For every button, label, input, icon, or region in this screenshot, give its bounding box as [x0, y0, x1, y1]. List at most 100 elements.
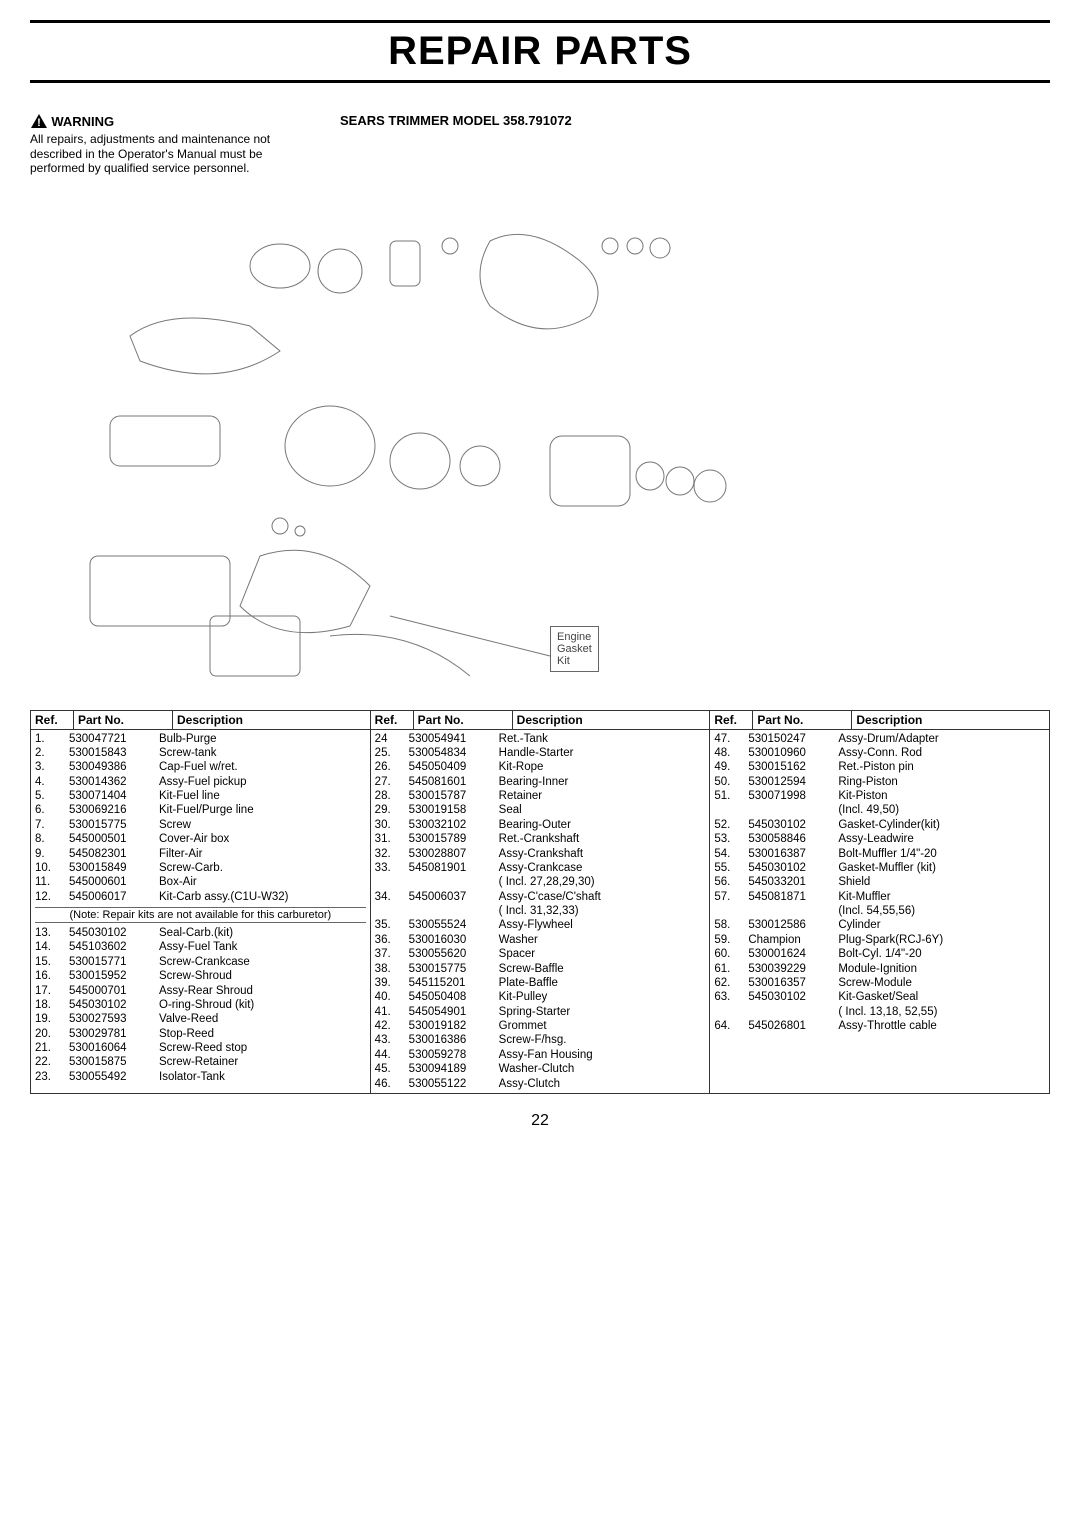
desc-cell: Assy-Fuel pickup — [159, 775, 370, 789]
partno-cell: 530015849 — [69, 861, 159, 875]
desc-cell: Screw-Crankcase — [159, 955, 370, 969]
desc-cell: Valve-Reed — [159, 1012, 370, 1026]
desc-cell: ( Incl. 27,28,29,30) — [499, 875, 710, 889]
desc-cell: Assy-Flywheel — [499, 918, 710, 932]
desc-cell: (Incl. 49,50) — [838, 803, 1049, 817]
partno-cell: 530055620 — [409, 947, 499, 961]
desc-cell: Bolt-Muffler 1/4"-20 — [838, 847, 1049, 861]
desc-cell: Gasket-Cylinder(kit) — [838, 818, 1049, 832]
desc-cell: Seal-Carb.(kit) — [159, 926, 370, 940]
desc-cell: Cap-Fuel w/ret. — [159, 760, 370, 774]
desc-cell: Assy-Drum/Adapter — [838, 732, 1049, 746]
ref-cell — [710, 803, 748, 817]
warning-text: All repairs, adjustments and maintenance… — [30, 132, 300, 175]
desc-cell: Stop-Reed — [159, 1027, 370, 1041]
partno-cell: 530016386 — [409, 1033, 499, 1047]
table-row: 2.530015843Screw-tank — [31, 746, 370, 760]
desc-cell: Spring-Starter — [499, 1005, 710, 1019]
ref-cell: 20. — [31, 1027, 69, 1041]
desc-cell: Ring-Piston — [838, 775, 1049, 789]
warning-heading: WARNING — [51, 114, 114, 129]
table-row: 64.545026801Assy-Throttle cable — [710, 1019, 1049, 1033]
table-row: 48.530010960Assy-Conn. Rod — [710, 746, 1049, 760]
ref-cell — [710, 1005, 748, 1019]
ref-cell: 36. — [371, 933, 409, 947]
desc-cell: Shield — [838, 875, 1049, 889]
table-row: 54.530016387Bolt-Muffler 1/4"-20 — [710, 847, 1049, 861]
partno-cell: 530028807 — [409, 847, 499, 861]
table-row: 32.530028807Assy-Crankshaft — [371, 847, 710, 861]
partno-cell: 530058846 — [748, 832, 838, 846]
ref-cell: 23. — [31, 1070, 69, 1084]
table-row: 11.545000601Box-Air — [31, 875, 370, 889]
desc-cell: Screw-F/hsg. — [499, 1033, 710, 1047]
partno-cell: 530069216 — [69, 803, 159, 817]
partno-cell: 545000501 — [69, 832, 159, 846]
partno-cell: 530015787 — [409, 789, 499, 803]
partno-cell: 530055122 — [409, 1077, 499, 1091]
ref-cell: 52. — [710, 818, 748, 832]
desc-cell: Ret.-Crankshaft — [499, 832, 710, 846]
ref-cell: 40. — [371, 990, 409, 1004]
ref-cell: 41. — [371, 1005, 409, 1019]
partno-cell: 545030102 — [69, 926, 159, 940]
col-header-part: Part No. — [414, 711, 513, 729]
diagram-sketch — [30, 186, 1050, 706]
partno-cell: 545030102 — [748, 861, 838, 875]
table-row: 47.530150247Assy-Drum/Adapter — [710, 732, 1049, 746]
ref-cell: 39. — [371, 976, 409, 990]
ref-cell: 11. — [31, 875, 69, 889]
ref-cell: 14. — [31, 940, 69, 954]
ref-cell: 37. — [371, 947, 409, 961]
ref-cell: 22. — [31, 1055, 69, 1069]
ref-cell: 35. — [371, 918, 409, 932]
desc-cell: Screw — [159, 818, 370, 832]
ref-cell: 13. — [31, 926, 69, 940]
partno-cell — [748, 803, 838, 817]
desc-cell: Kit-Gasket/Seal — [838, 990, 1049, 1004]
table-row: 33.545081901Assy-Crankcase — [371, 861, 710, 875]
desc-cell: Box-Air — [159, 875, 370, 889]
table-row: 15.530015771Screw-Crankcase — [31, 955, 370, 969]
table-row: 3.530049386Cap-Fuel w/ret. — [31, 760, 370, 774]
ref-cell: 38. — [371, 962, 409, 976]
desc-cell: Assy-Leadwire — [838, 832, 1049, 846]
partno-cell: 530032102 — [409, 818, 499, 832]
partno-cell: 530015775 — [69, 818, 159, 832]
desc-cell: Ret.-Tank — [499, 732, 710, 746]
table-row: 31.530015789Ret.-Crankshaft — [371, 832, 710, 846]
table-row: 23.530055492Isolator-Tank — [31, 1070, 370, 1084]
table-row: 62.530016357Screw-Module — [710, 976, 1049, 990]
partno-cell: 530015875 — [69, 1055, 159, 1069]
table-row: 20.530029781Stop-Reed — [31, 1027, 370, 1041]
table-row: 55.545030102Gasket-Muffler (kit) — [710, 861, 1049, 875]
partno-cell: 530001624 — [748, 947, 838, 961]
desc-cell: Plug-Spark(RCJ-6Y) — [838, 933, 1049, 947]
partno-cell: 530012586 — [748, 918, 838, 932]
ref-cell: 55. — [710, 861, 748, 875]
ref-cell: 4. — [31, 775, 69, 789]
table-row: 22.530015875Screw-Retainer — [31, 1055, 370, 1069]
partno-cell: 530015789 — [409, 832, 499, 846]
table-row: 37.530055620Spacer — [371, 947, 710, 961]
table-row: 56.545033201Shield — [710, 875, 1049, 889]
desc-cell: Kit-Piston — [838, 789, 1049, 803]
partno-cell: 530015952 — [69, 969, 159, 983]
desc-cell: Assy-Throttle cable — [838, 1019, 1049, 1033]
desc-cell: (Incl. 54,55,56) — [838, 904, 1049, 918]
partno-cell: 545000701 — [69, 984, 159, 998]
partno-cell: 545115201 — [409, 976, 499, 990]
table-row: 27.545081601Bearing-Inner — [371, 775, 710, 789]
col-header-ref: Ref. — [31, 711, 74, 729]
partno-cell: 530015775 — [409, 962, 499, 976]
table-row: (Incl. 49,50) — [710, 803, 1049, 817]
table-row: 4.530014362Assy-Fuel pickup — [31, 775, 370, 789]
ref-cell — [371, 875, 409, 889]
ref-cell: 32. — [371, 847, 409, 861]
table-row: 44.530059278Assy-Fan Housing — [371, 1048, 710, 1062]
table-row: 46.530055122Assy-Clutch — [371, 1077, 710, 1091]
partno-cell: 545081601 — [409, 775, 499, 789]
ref-cell: 48. — [710, 746, 748, 760]
partno-cell: 530054834 — [409, 746, 499, 760]
ref-cell: 59. — [710, 933, 748, 947]
